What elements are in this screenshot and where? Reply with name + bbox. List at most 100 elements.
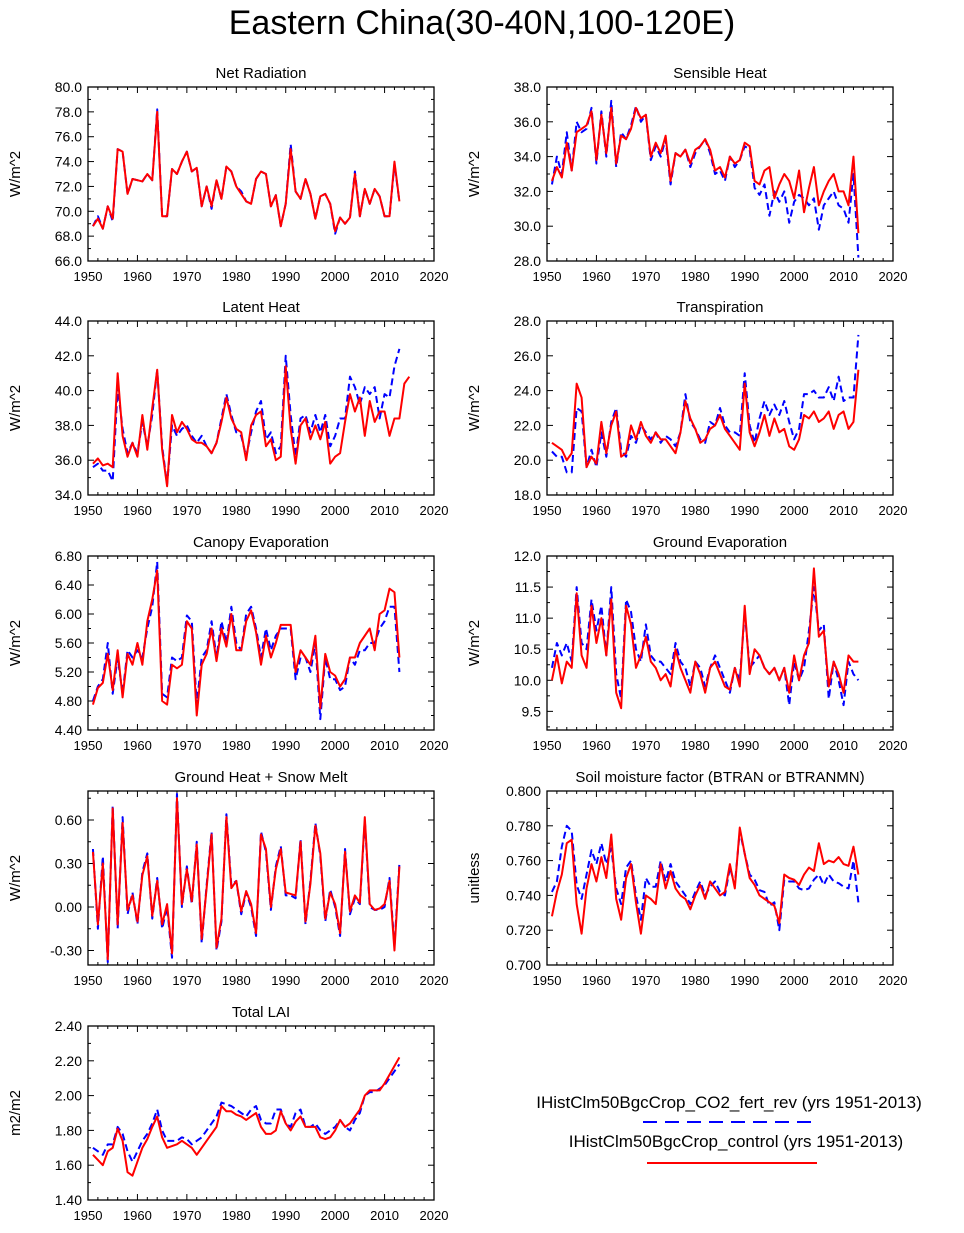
ytick-label: 6.80 xyxy=(55,548,82,564)
ytick-label: 0.760 xyxy=(506,853,541,869)
xtick-label: 1960 xyxy=(582,503,611,518)
panel-ground-heat-snow-melt: Ground Heat + Snow Melt W/m^2 1950 1960 1970… xyxy=(7,769,448,988)
xtick-label: 1980 xyxy=(681,503,710,518)
ytick-label: 6.00 xyxy=(55,606,82,622)
ytick-label: 0.720 xyxy=(506,922,541,938)
panel-soil-moisture-factor-btran-or-btranmn: Soil moisture factor (BTRAN or BTRANMN) u… xyxy=(466,769,907,988)
xtick-label: 1990 xyxy=(271,503,300,518)
xtick-label: 1970 xyxy=(631,269,660,284)
xtick-label: 1980 xyxy=(681,973,710,988)
xtick-label: 2010 xyxy=(829,503,858,518)
ytick-label: 30.0 xyxy=(514,218,541,234)
xtick-label: 1950 xyxy=(74,973,103,988)
xtick-label: 2010 xyxy=(370,269,399,284)
ytick-label: 42.0 xyxy=(55,348,82,364)
ytick-label: 4.40 xyxy=(55,722,82,738)
ytick-label: 4.80 xyxy=(55,693,82,709)
series-line-ihistclm50bgccrop-control xyxy=(91,569,401,717)
xtick-label: 1980 xyxy=(681,269,710,284)
series-line-ihistclm50bgccrop-co2-fert-rev xyxy=(92,348,401,486)
panel-latent-heat: Latent Heat W/m^2 1950 1960 1970 1980 1990 2000… xyxy=(7,299,448,518)
xtick-label: 2000 xyxy=(780,738,809,753)
series-line-ihistclm50bgccrop-co2-fert-rev xyxy=(92,108,401,235)
series-line-ihistclm50bgccrop-control xyxy=(550,826,860,935)
xtick-label: 1990 xyxy=(271,269,300,284)
ytick-label: 2.00 xyxy=(55,1088,82,1104)
xtick-label: 2000 xyxy=(321,738,350,753)
panel-transpiration: Transpiration W/m^2 1950 1960 1970 1980 1990 20… xyxy=(466,299,907,518)
ytick-label: 12.0 xyxy=(514,548,541,564)
xtick-label: 2020 xyxy=(879,738,908,753)
ytick-label: 0.780 xyxy=(506,818,541,834)
ytick-label: 6.40 xyxy=(55,577,82,593)
ytick-label: 11.5 xyxy=(515,579,541,595)
xtick-label: 2020 xyxy=(879,269,908,284)
xtick-label: 1980 xyxy=(222,1208,251,1223)
xtick-label: 1960 xyxy=(123,503,152,518)
legend-label-co2-fert-rev: IHistClm50BgcCrop_CO2_fert_rev (yrs 1951… xyxy=(536,1093,922,1112)
legend: IHistClm50BgcCrop_CO2_fert_rev (yrs 1951… xyxy=(536,1093,922,1164)
legend-label-control: IHistClm50BgcCrop_control (yrs 1951-2013… xyxy=(569,1132,903,1151)
series-line-ihistclm50bgccrop-control xyxy=(91,797,401,961)
panel-net-radiation: Net Radiation W/m^2 1950 1960 1970 1980 1990 20… xyxy=(7,65,448,284)
xtick-label: 1990 xyxy=(730,269,759,284)
ylabel-latent-heat: W/m^2 xyxy=(7,385,24,431)
xtick-label: 1980 xyxy=(222,269,251,284)
xtick-label: 1960 xyxy=(582,973,611,988)
ytick-label: 40.0 xyxy=(55,383,82,399)
series-line-ihistclm50bgccrop-co2-fert-rev xyxy=(91,792,401,964)
xtick-label: 2010 xyxy=(370,738,399,753)
xtick-label: 2010 xyxy=(829,269,858,284)
xtick-label: 1970 xyxy=(172,503,201,518)
series-line-ihistclm50bgccrop-co2-fert-rev xyxy=(92,1063,401,1163)
panel-title-transpiration: Transpiration xyxy=(677,299,764,316)
ytick-label: 44.0 xyxy=(55,313,82,329)
ytick-label: 76.0 xyxy=(55,129,82,145)
xtick-label: 1950 xyxy=(74,269,103,284)
plot-frame-sensible-heat xyxy=(546,86,894,262)
ytick-label: 36.0 xyxy=(55,452,82,468)
ytick-label: 0.60 xyxy=(55,812,82,828)
ytick-label: 20.0 xyxy=(514,452,541,468)
ytick-label: 0.00 xyxy=(55,899,82,915)
ytick-label: 10.5 xyxy=(514,641,541,657)
xtick-label: 2000 xyxy=(780,973,809,988)
xtick-label: 1970 xyxy=(172,738,201,753)
xtick-label: 2000 xyxy=(780,503,809,518)
xtick-label: 1990 xyxy=(271,973,300,988)
xtick-label: 1950 xyxy=(74,738,103,753)
panel-sensible-heat: Sensible Heat W/m^2 1950 1960 1970 1980 1990 20… xyxy=(466,65,907,284)
ytick-label: 36.0 xyxy=(514,114,541,130)
series-line-ihistclm50bgccrop-control xyxy=(550,567,859,710)
xtick-label: 1960 xyxy=(123,738,152,753)
ytick-label: 78.0 xyxy=(55,104,82,120)
xtick-label: 2020 xyxy=(420,973,449,988)
series-line-ihistclm50bgccrop-control xyxy=(92,1056,401,1177)
series-line-ihistclm50bgccrop-control xyxy=(92,110,401,233)
series-line-ihistclm50bgccrop-co2-fert-rev xyxy=(91,560,401,721)
series-line-ihistclm50bgccrop-co2-fert-rev xyxy=(551,334,860,474)
ytick-label: 26.0 xyxy=(514,348,541,364)
ytick-label: 34.0 xyxy=(514,149,541,165)
panel-title-ground-heat-snow-melt: Ground Heat + Snow Melt xyxy=(174,769,348,786)
xtick-label: 1950 xyxy=(533,269,562,284)
panel-canopy-evaporation: Canopy Evaporation W/m^2 1950 1960 1970 1980 1… xyxy=(7,534,448,753)
panel-title-canopy-evaporation: Canopy Evaporation xyxy=(193,534,329,551)
plot-frame-ground-evaporation xyxy=(546,555,894,731)
xtick-label: 1980 xyxy=(222,973,251,988)
xtick-label: 1990 xyxy=(730,738,759,753)
xtick-label: 2020 xyxy=(420,269,449,284)
ytick-label: 22.0 xyxy=(514,417,541,433)
ylabel-net-radiation: W/m^2 xyxy=(7,151,24,197)
xtick-label: 2000 xyxy=(321,1208,350,1223)
series-line-ihistclm50bgccrop-control xyxy=(550,106,860,234)
panel-title-net-radiation: Net Radiation xyxy=(216,65,307,82)
xtick-label: 1990 xyxy=(730,503,759,518)
ytick-label: 18.0 xyxy=(514,487,541,503)
panel-title-ground-evaporation: Ground Evaporation xyxy=(653,534,787,551)
ytick-label: 28.0 xyxy=(514,313,541,329)
ytick-label: 0.700 xyxy=(506,957,541,973)
xtick-label: 1960 xyxy=(123,269,152,284)
xtick-label: 1950 xyxy=(74,503,103,518)
plot-frame-canopy-evaporation xyxy=(87,555,435,731)
